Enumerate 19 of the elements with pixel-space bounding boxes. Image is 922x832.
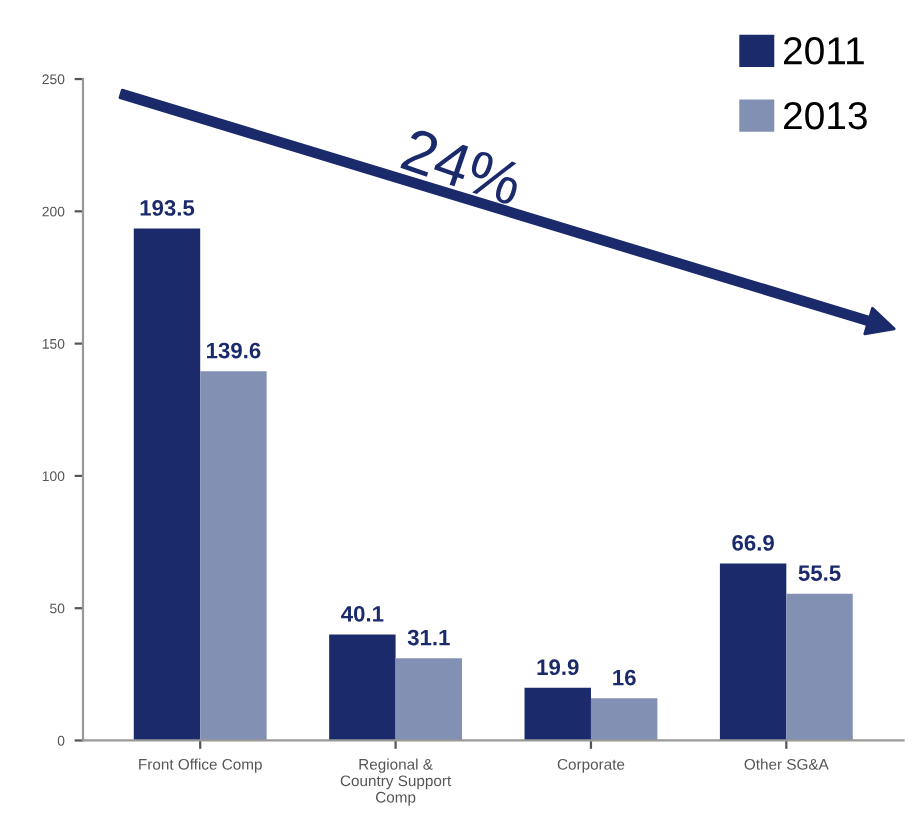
data-label: 139.6	[207, 342, 261, 359]
bar	[524, 687, 591, 741]
data-label: 66.9	[732, 535, 774, 551]
bar	[329, 634, 396, 741]
annotation: 24%	[400, 127, 525, 207]
bar	[719, 563, 787, 741]
bar	[786, 593, 853, 741]
legend-label: 2011	[784, 37, 864, 65]
legend-label: 2013	[784, 101, 867, 130]
bar	[200, 371, 267, 741]
data-label: 31.1	[407, 629, 450, 646]
bar	[133, 228, 201, 741]
data-label: 55.5	[798, 565, 841, 581]
data-label: 40.1	[341, 605, 384, 622]
bar	[395, 658, 463, 741]
data-label: 16	[613, 669, 636, 686]
bar	[590, 698, 658, 741]
data-label: 19.9	[537, 659, 579, 676]
data-label: 193.5	[140, 200, 195, 216]
